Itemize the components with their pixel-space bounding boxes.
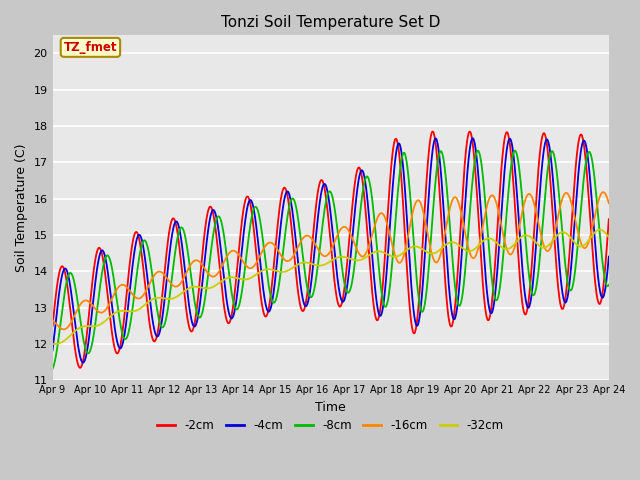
Text: TZ_fmet: TZ_fmet [63,41,117,54]
Y-axis label: Soil Temperature (C): Soil Temperature (C) [15,144,28,272]
Legend: -2cm, -4cm, -8cm, -16cm, -32cm: -2cm, -4cm, -8cm, -16cm, -32cm [153,414,509,437]
Title: Tonzi Soil Temperature Set D: Tonzi Soil Temperature Set D [221,15,440,30]
X-axis label: Time: Time [316,401,346,414]
